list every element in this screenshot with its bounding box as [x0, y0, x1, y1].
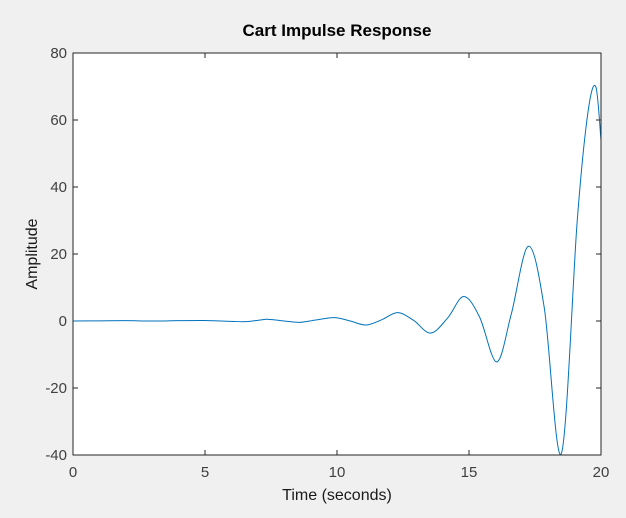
x-axis-label: Time (seconds)	[282, 487, 392, 504]
x-tick-label: 15	[461, 464, 478, 481]
x-tick-label: 10	[329, 464, 346, 481]
y-tick-label: 20	[50, 246, 67, 263]
x-tick-label: 5	[201, 464, 209, 481]
y-tick-label: 0	[59, 313, 67, 330]
x-tick-label: 20	[593, 464, 610, 481]
x-tick-label: 0	[69, 464, 77, 481]
chart-title: Cart Impulse Response	[243, 21, 432, 40]
y-tick-label: -40	[45, 447, 67, 464]
y-tick-label: 60	[50, 112, 67, 129]
series-group	[72, 84, 602, 455]
y-tick-label: 40	[50, 179, 67, 196]
y-axis-label: Amplitude	[24, 218, 41, 289]
plot-frame	[72, 52, 602, 456]
impulse-response-line	[72, 84, 602, 455]
y-tick-label: 80	[50, 45, 67, 62]
y-tick-label: -20	[45, 380, 67, 397]
plot-background	[73, 53, 601, 455]
